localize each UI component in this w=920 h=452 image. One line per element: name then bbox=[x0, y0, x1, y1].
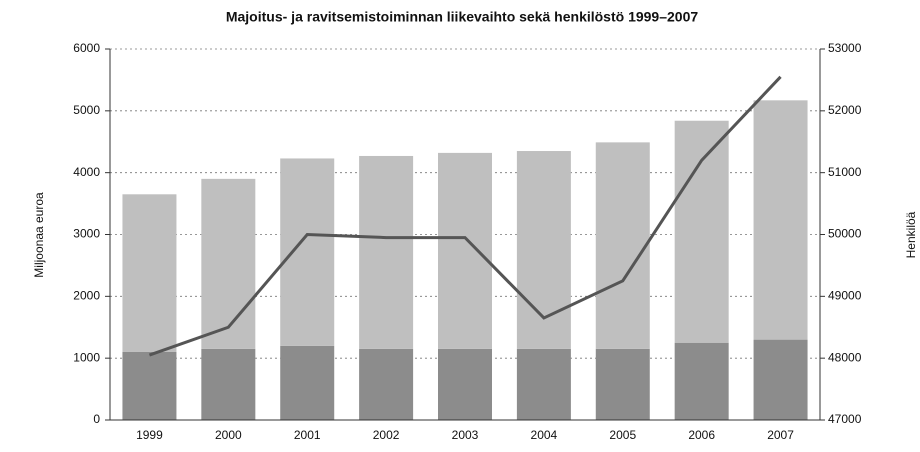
y2-tick-label: 48000 bbox=[828, 350, 862, 364]
bar-segment bbox=[438, 152, 492, 349]
bar-segment bbox=[201, 348, 256, 420]
y2-tick-label: 51000 bbox=[828, 165, 862, 179]
bar-segment bbox=[438, 348, 492, 420]
chart-title: Majoitus- ja ravitsemistoiminnan liikeva… bbox=[226, 9, 699, 25]
x-tick-label: 2004 bbox=[531, 428, 558, 442]
bar-segment bbox=[595, 142, 650, 349]
x-tick-label: 2003 bbox=[452, 428, 479, 442]
y-tick-label: 2000 bbox=[73, 289, 100, 303]
x-tick-label: 2002 bbox=[373, 428, 400, 442]
bar-segment bbox=[280, 158, 335, 346]
bar-segment bbox=[753, 100, 808, 340]
bar-segment bbox=[280, 345, 335, 420]
bar-segment bbox=[122, 194, 177, 352]
bar-segment bbox=[674, 120, 729, 343]
bar-segment bbox=[674, 342, 729, 420]
bar-segment bbox=[516, 348, 571, 420]
y2-tick-label: 49000 bbox=[828, 289, 862, 303]
y-tick-label: 0 bbox=[93, 412, 100, 426]
x-tick-label: 2005 bbox=[609, 428, 636, 442]
y-tick-label: 6000 bbox=[73, 41, 100, 55]
x-tick-label: 2001 bbox=[294, 428, 321, 442]
bar-segment bbox=[359, 155, 414, 349]
line bbox=[148, 75, 782, 357]
bar-segment bbox=[359, 348, 414, 420]
y-tick-label: 5000 bbox=[73, 103, 100, 117]
x-tick-label: 2006 bbox=[688, 428, 715, 442]
y-tick-label: 3000 bbox=[73, 227, 100, 241]
bar-segment bbox=[122, 351, 177, 420]
y2-tick-label: 50000 bbox=[828, 227, 862, 241]
y2-axis-label: Henkilöä bbox=[904, 211, 918, 258]
bar-segment bbox=[201, 178, 256, 349]
y-axis-label: Miljoonaa euroa bbox=[32, 192, 46, 278]
bar-segment bbox=[753, 339, 808, 420]
y-tick-label: 1000 bbox=[73, 350, 100, 364]
x-tick-label: 1999 bbox=[136, 428, 163, 442]
x-tick-label: 2000 bbox=[215, 428, 242, 442]
y2-tick-label: 53000 bbox=[828, 41, 862, 55]
bar-segment bbox=[595, 348, 650, 420]
y2-tick-label: 47000 bbox=[828, 412, 862, 426]
y2-tick-label: 52000 bbox=[828, 103, 862, 117]
x-tick-label: 2007 bbox=[767, 428, 794, 442]
y-tick-label: 4000 bbox=[73, 165, 100, 179]
